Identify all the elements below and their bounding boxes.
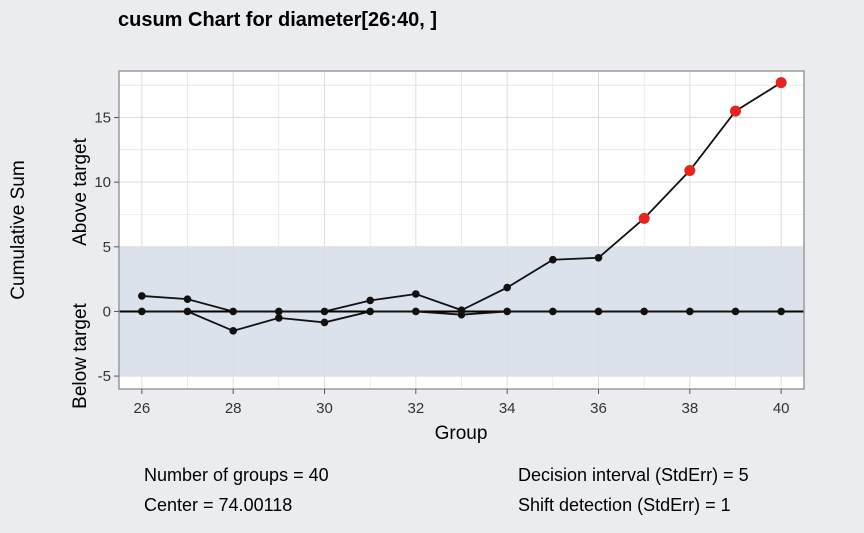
data-point <box>275 307 283 316</box>
y-tick-label: -5 <box>98 368 111 385</box>
data-point <box>594 307 603 316</box>
data-point <box>640 307 648 316</box>
data-point <box>138 292 146 300</box>
data-point <box>229 307 237 316</box>
y-axis-title: Cumulative Sum <box>8 160 29 299</box>
data-point <box>686 307 694 316</box>
data-point <box>412 307 420 316</box>
data-point <box>503 283 511 292</box>
x-tick-label: 36 <box>590 400 607 417</box>
violation-point <box>638 212 650 224</box>
stat-center: Center = 74.00118 <box>144 495 292 515</box>
x-axis-title: Group <box>435 423 488 444</box>
data-point <box>320 318 329 327</box>
data-point <box>731 307 740 316</box>
data-point <box>412 290 420 298</box>
data-point <box>229 327 237 335</box>
y-tick-label: 0 <box>103 303 111 320</box>
tick-layer: 26 28 30 32 34 36 38 40 -5 0 5 10 15 <box>94 110 789 417</box>
plot-frame <box>118 70 805 390</box>
data-point <box>320 307 329 316</box>
data-point <box>183 295 192 303</box>
data-point <box>549 307 557 316</box>
grid-layer <box>119 71 804 389</box>
data-point <box>366 307 374 316</box>
stat-decision-interval: Decision interval (StdErr) = 5 <box>518 465 749 485</box>
y-tick-label: 5 <box>103 239 111 256</box>
violation-point <box>684 165 696 177</box>
violation-point <box>775 77 787 89</box>
data-point <box>366 296 374 305</box>
stat-number-of-groups: Number of groups = 40 <box>144 465 329 485</box>
series-layer <box>138 77 787 335</box>
data-point <box>138 307 146 316</box>
data-point <box>549 255 557 264</box>
y-tick-label: 15 <box>94 110 111 127</box>
data-point <box>594 253 603 262</box>
x-tick-label: 28 <box>225 400 242 417</box>
x-tick-label: 38 <box>681 400 698 417</box>
y-axis-lower-label: Below target <box>70 302 91 408</box>
x-tick-label: 32 <box>407 400 424 417</box>
data-point <box>183 307 192 316</box>
chart-title: cusum Chart for diameter[26:40, ] <box>118 9 437 31</box>
violation-point <box>730 105 741 117</box>
data-point <box>503 307 511 316</box>
y-tick-label: 10 <box>94 174 111 191</box>
x-tick-label: 26 <box>133 400 150 417</box>
y-axis-upper-label: Above target <box>70 137 91 245</box>
x-tick-label: 34 <box>499 400 516 417</box>
stat-shift-detection: Shift detection (StdErr) = 1 <box>518 495 731 515</box>
data-point <box>777 307 785 316</box>
data-point <box>275 314 283 322</box>
x-tick-label: 40 <box>773 400 790 417</box>
data-point <box>457 310 466 319</box>
x-tick-label: 30 <box>316 400 333 417</box>
